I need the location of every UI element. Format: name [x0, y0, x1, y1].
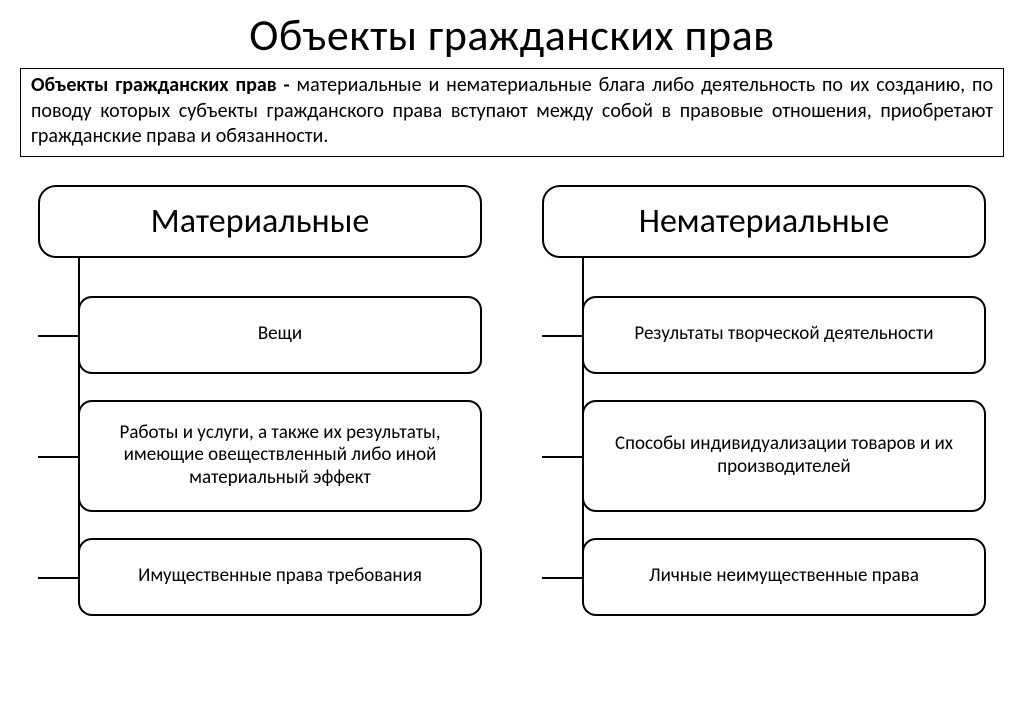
- items-material: Вещи Работы и услуги, а также их результ…: [78, 258, 482, 616]
- item-wrap: Имущественные права требования: [78, 538, 482, 616]
- definition-term: Объекты гражданских прав -: [31, 73, 297, 97]
- page-title: Объекты гражданских прав: [20, 8, 1004, 62]
- item-wrap: Работы и услуги, а также их результаты, …: [78, 400, 482, 512]
- category-box-material: Материальные: [38, 185, 482, 258]
- item-wrap: Личные неимущественные права: [582, 538, 986, 616]
- definition-box: Объекты гражданских прав - материальные …: [20, 68, 1004, 157]
- item-box: Способы индивидуализации товаров и их пр…: [582, 400, 986, 512]
- item-box: Личные неимущественные права: [582, 538, 986, 616]
- item-box: Работы и услуги, а также их результаты, …: [78, 400, 482, 512]
- diagram-columns: Материальные Вещи Работы и услуги, а так…: [20, 185, 1004, 616]
- page-root: Объекты гражданских прав Объекты граждан…: [0, 0, 1024, 708]
- tree-immaterial: Результаты творческой деятельности Спосо…: [542, 258, 986, 616]
- item-wrap: Результаты творческой деятельности: [582, 296, 986, 374]
- item-wrap: Способы индивидуализации товаров и их пр…: [582, 400, 986, 512]
- item-wrap: Вещи: [78, 296, 482, 374]
- category-box-immaterial: Нематериальные: [542, 185, 986, 258]
- branch-material: Материальные Вещи Работы и услуги, а так…: [38, 185, 482, 616]
- item-box: Имущественные права требования: [78, 538, 482, 616]
- item-box: Результаты творческой деятельности: [582, 296, 986, 374]
- items-immaterial: Результаты творческой деятельности Спосо…: [582, 258, 986, 616]
- branch-immaterial: Нематериальные Результаты творческой дея…: [542, 185, 986, 616]
- item-box: Вещи: [78, 296, 482, 374]
- tree-material: Вещи Работы и услуги, а также их результ…: [38, 258, 482, 616]
